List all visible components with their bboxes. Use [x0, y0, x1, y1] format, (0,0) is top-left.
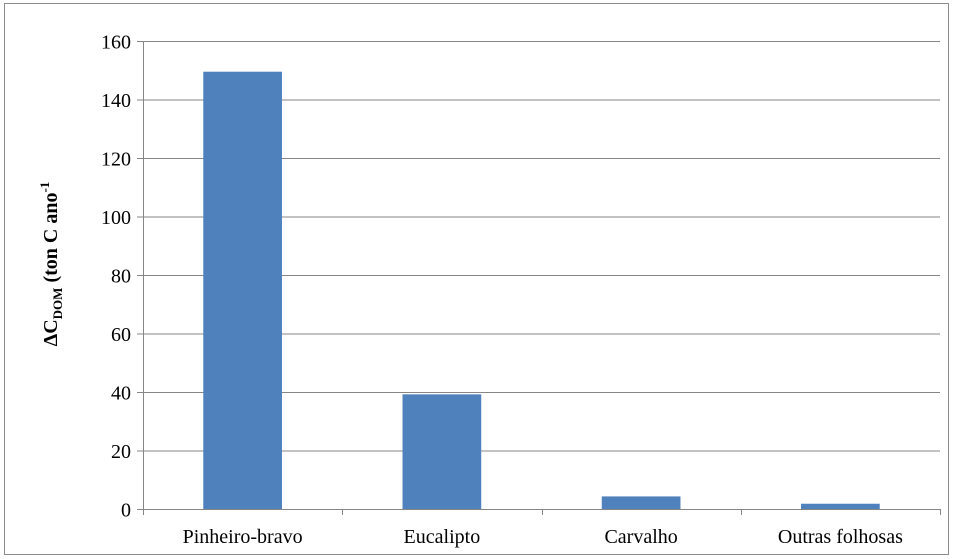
x-tick-label-outras-folhosas: Outras folhosas	[778, 526, 903, 548]
y-tick-label-60: 60	[111, 324, 131, 346]
y-tick-label-80: 80	[111, 266, 131, 288]
x-tick-label-carvalho: Carvalho	[604, 526, 677, 548]
y-axis-title-superscript: -1	[37, 182, 52, 193]
y-tick-label-40: 40	[111, 383, 131, 405]
y-axis-title-middle: (ton C ano	[40, 193, 62, 288]
x-tick-labels: Pinheiro-bravo Eucalipto Carvalho Outras fo…	[183, 526, 903, 548]
y-tick-label-100: 100	[101, 207, 131, 229]
y-tick-labels: 0 20 40 60 80 100 120 140 160	[101, 32, 131, 522]
bar-chart: 0 20 40 60 80 100 120 140 160 Pinheiro-bravo Euca…	[37, 32, 941, 548]
bar-eucalipto	[402, 394, 482, 509]
bar-pinheiro-bravo	[203, 71, 282, 510]
y-tick-label-160: 160	[101, 32, 131, 54]
x-tick-label-pinheiro-bravo: Pinheiro-bravo	[183, 526, 303, 548]
y-tick-label-120: 120	[101, 149, 131, 171]
y-axis-title-subscript: DOM	[50, 288, 65, 320]
x-tick-label-eucalipto: Eucalipto	[404, 526, 481, 548]
y-axis-title: ΔCDOM (ton C ano-1	[37, 182, 65, 347]
bar-outras-folhosas	[801, 503, 880, 509]
bars	[203, 71, 880, 510]
chart-frame: 0 20 40 60 80 100 120 140 160 Pinheiro-bravo Euca…	[4, 3, 949, 555]
axes	[137, 41, 941, 515]
bar-carvalho	[601, 496, 681, 509]
y-axis-title-base: ΔC	[40, 319, 62, 346]
y-tick-label-20: 20	[111, 441, 131, 463]
y-tick-label-0: 0	[121, 500, 131, 522]
y-tick-label-140: 140	[101, 90, 131, 112]
